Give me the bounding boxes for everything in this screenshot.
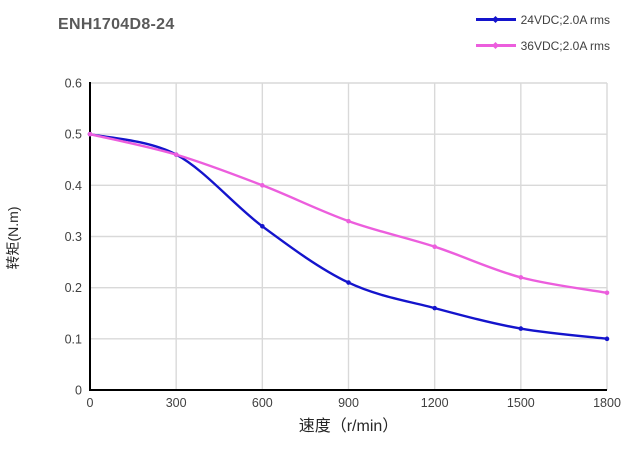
y-tick-label: 0.5 xyxy=(65,128,82,142)
chart-title: ENH1704D8-24 xyxy=(58,16,175,33)
data-point-marker xyxy=(604,336,610,342)
y-tick-label: 0.4 xyxy=(65,179,82,193)
data-point-marker xyxy=(346,280,351,285)
data-point-marker xyxy=(604,290,610,296)
data-point-marker xyxy=(260,223,265,229)
y-tick-label: 0.6 xyxy=(65,77,82,91)
x-tick-label: 1200 xyxy=(421,396,449,410)
data-point-marker xyxy=(260,183,265,188)
x-tick-label: 600 xyxy=(252,396,273,410)
y-tick-label: 0.2 xyxy=(65,281,82,295)
legend-item-36vdc: 36VDC;2.0A rms xyxy=(475,35,610,56)
data-point-marker xyxy=(173,152,179,157)
x-tick-label: 1800 xyxy=(593,396,621,410)
x-tick-label: 0 xyxy=(87,396,94,410)
x-axis-title: 速度（r/min） xyxy=(298,418,399,435)
legend-item-24vdc: 24VDC;2.0A rms xyxy=(475,9,610,30)
legend-label: 24VDC;2.0A rms xyxy=(520,12,610,27)
y-tick-label: 0.3 xyxy=(65,230,82,244)
data-point-marker xyxy=(518,275,524,280)
legend-line-swatch-24vdc xyxy=(475,14,516,25)
x-tick-label: 900 xyxy=(338,396,359,410)
y-tick-label: 0 xyxy=(75,384,82,398)
y-tick-label: 0.1 xyxy=(65,332,82,346)
legend: 24VDC;2.0A rms 36VDC;2.0A rms xyxy=(475,9,610,56)
data-point-marker xyxy=(432,244,437,250)
legend-line-swatch-36vdc xyxy=(475,40,516,51)
legend-label: 36VDC;2.0A rms xyxy=(520,38,610,53)
y-axis-title: 转矩(N.m) xyxy=(5,206,21,270)
x-tick-label: 1500 xyxy=(507,396,535,410)
x-tick-label: 300 xyxy=(166,396,187,410)
data-point-marker xyxy=(87,131,93,137)
data-point-marker xyxy=(432,305,437,311)
data-point-marker xyxy=(518,326,524,331)
data-point-marker xyxy=(346,218,351,224)
